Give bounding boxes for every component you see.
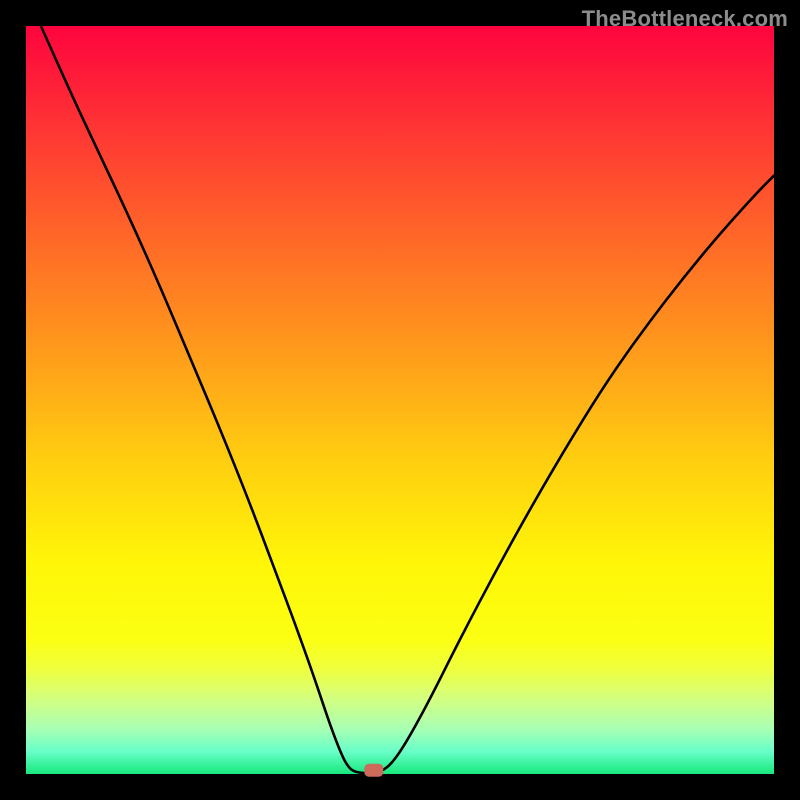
- watermark-text: TheBottleneck.com: [582, 6, 788, 32]
- optimal-marker: [365, 764, 383, 776]
- bottleneck-chart-svg: [0, 0, 800, 800]
- chart-plot-area: [26, 26, 774, 774]
- chart-canvas: TheBottleneck.com: [0, 0, 800, 800]
